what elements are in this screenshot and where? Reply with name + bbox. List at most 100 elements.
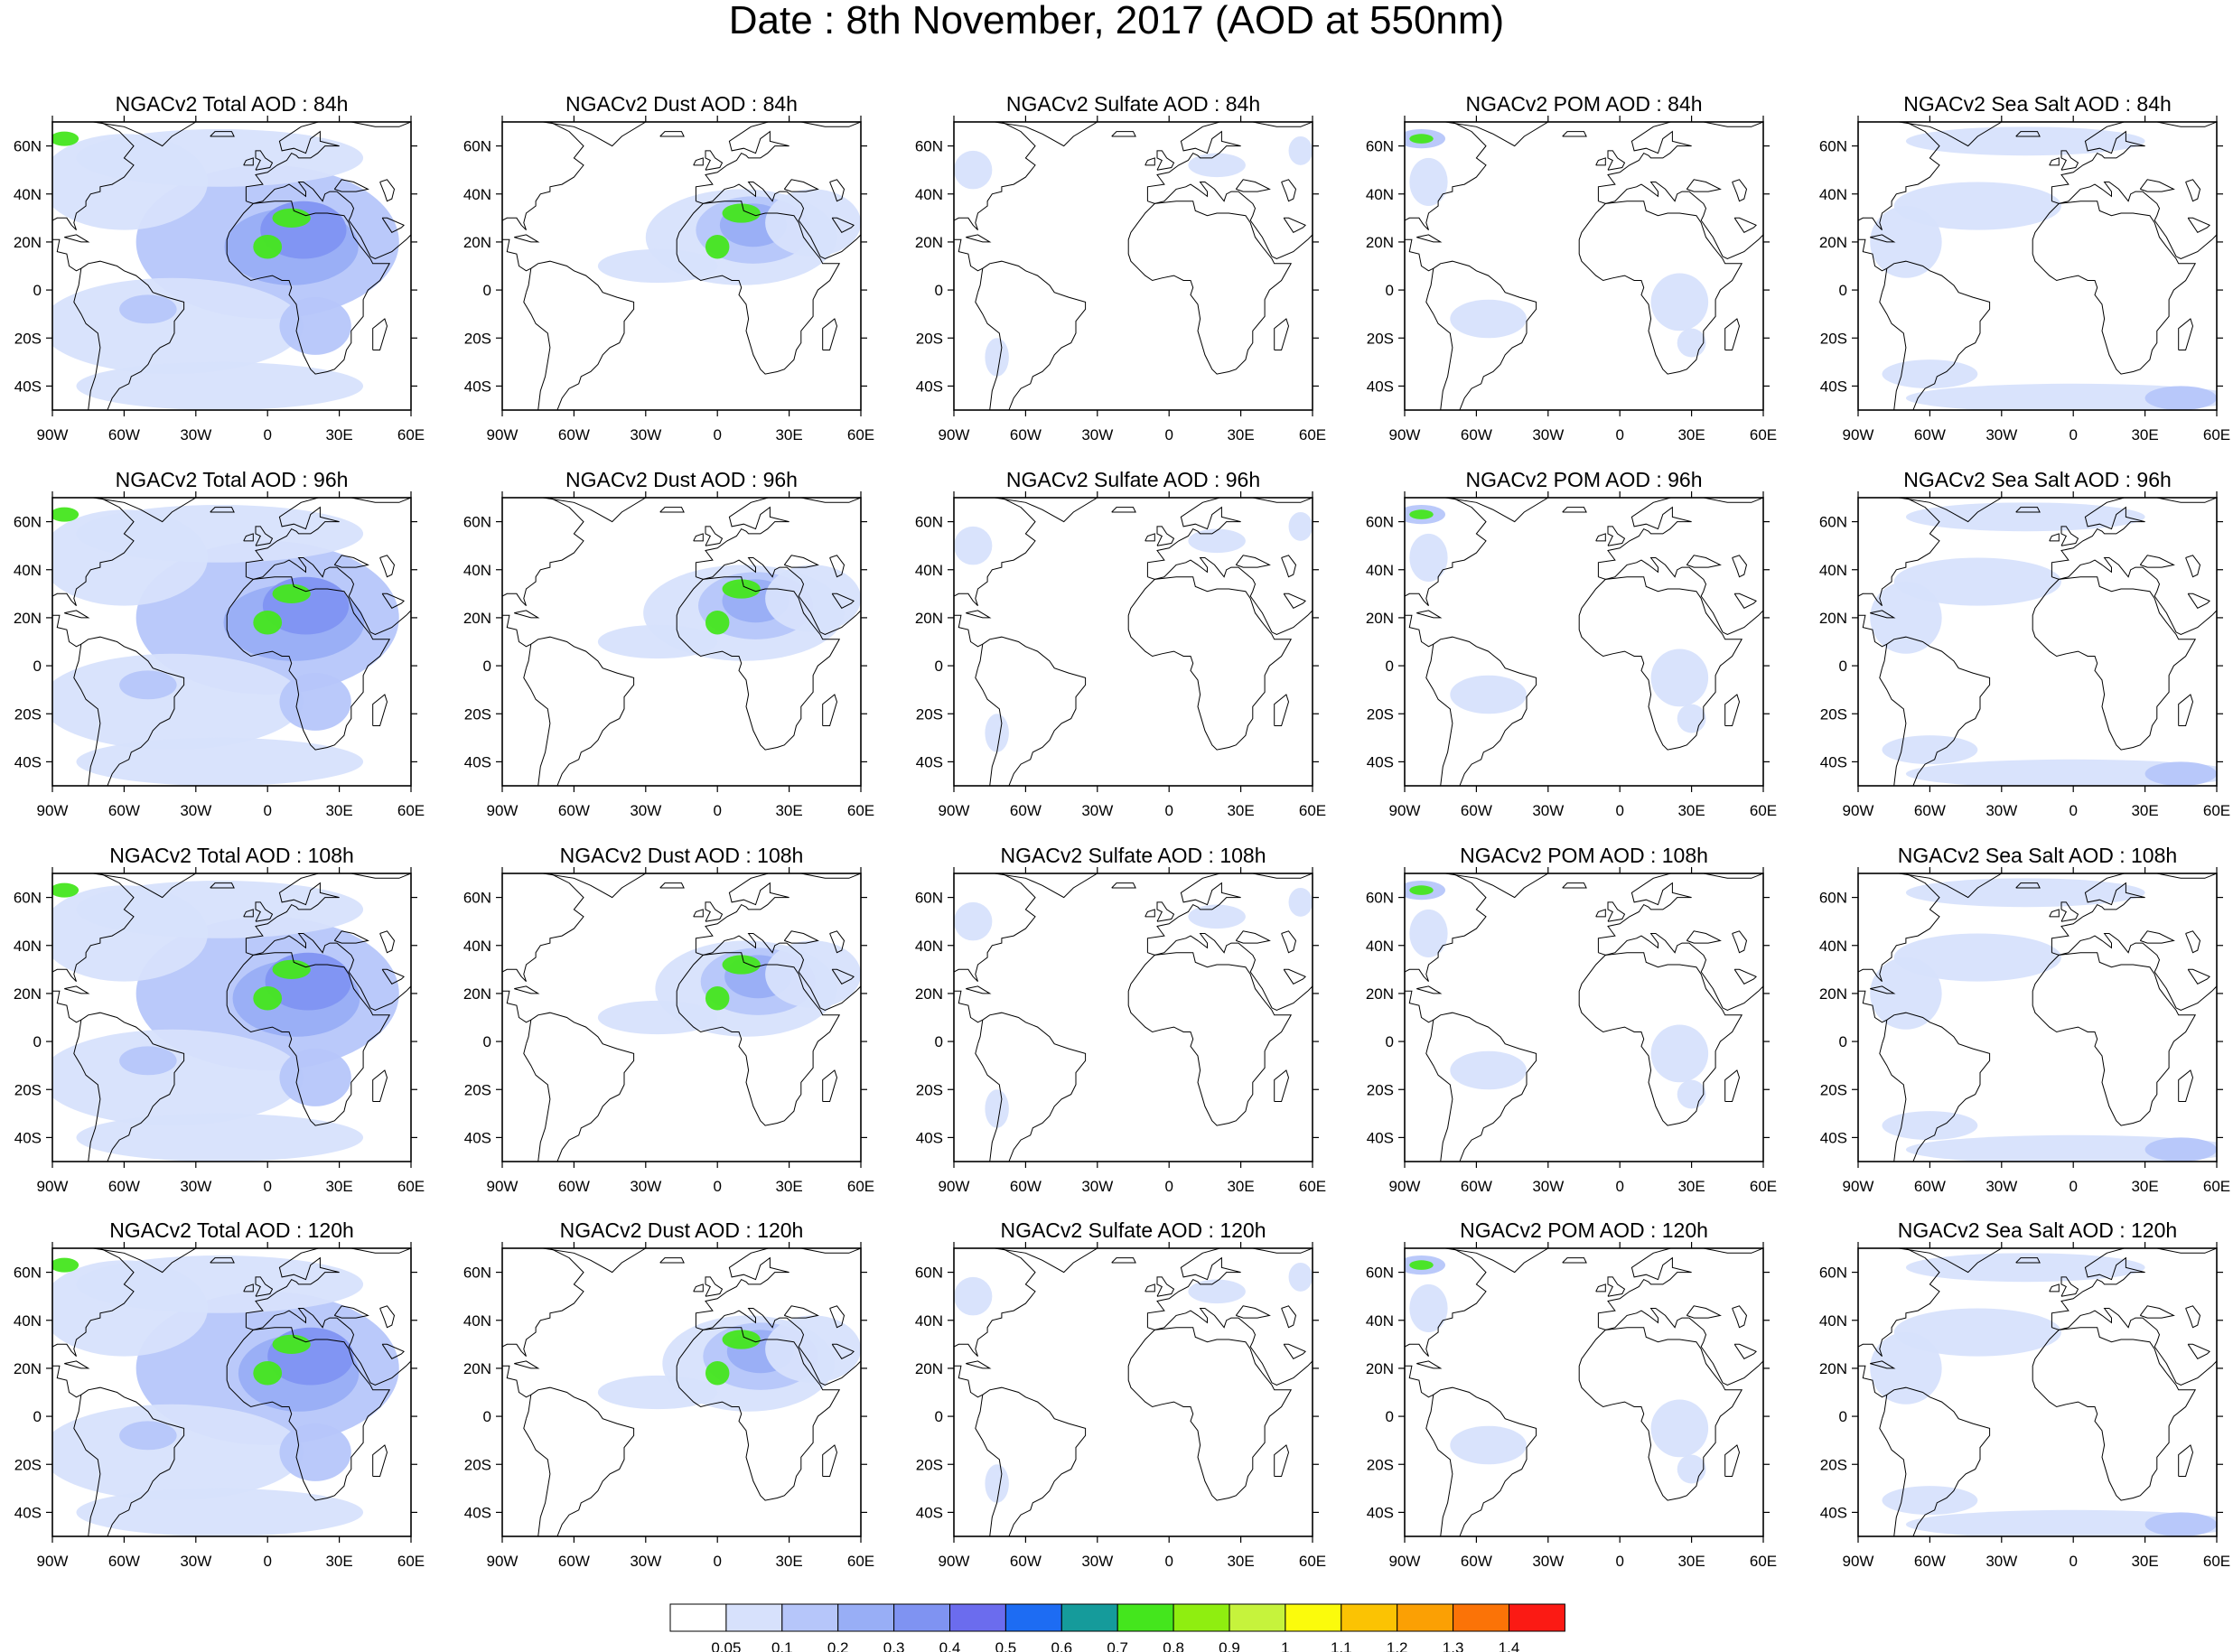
y-tick-label: 60N — [1366, 890, 1394, 907]
map-frame — [501, 497, 862, 787]
map-frame — [953, 1247, 1313, 1537]
coastline — [1405, 1365, 1434, 1398]
x-tick-label: 0 — [2069, 426, 2077, 443]
coastline — [1882, 268, 1888, 293]
coastline — [1283, 217, 1306, 233]
x-tick-label: 90W — [1843, 426, 1874, 443]
coastline — [255, 1276, 274, 1297]
aod-shading — [1650, 1399, 1709, 1458]
y-tick-label: 60N — [1819, 514, 1847, 531]
aod-shading — [76, 128, 364, 187]
x-tick-label: 30E — [2131, 802, 2158, 819]
coastline — [1274, 694, 1290, 726]
coastline — [514, 234, 540, 243]
coastline — [52, 614, 82, 648]
aod-shading — [76, 880, 364, 938]
y-tick-label: 20N — [1366, 234, 1394, 251]
y-tick-label: 60N — [14, 514, 42, 531]
coastline — [1428, 268, 1434, 293]
coastline — [381, 968, 405, 985]
aod-shading — [272, 583, 311, 603]
coastline — [1405, 614, 1434, 648]
aod-shading — [765, 940, 861, 1008]
aod-shading — [985, 714, 1009, 752]
y-tick-label: 40S — [464, 753, 491, 770]
y-tick-label: 40N — [14, 1312, 42, 1330]
coastline — [2015, 507, 2041, 513]
coastline — [526, 268, 532, 293]
y-tick-label: 0 — [935, 658, 943, 675]
aod-shading — [1870, 206, 1942, 278]
coastline — [994, 1248, 1098, 1274]
y-tick-label: 20N — [1819, 985, 1847, 1003]
coastline — [696, 557, 861, 636]
coastline — [1146, 1248, 1313, 1328]
coastline — [372, 1444, 388, 1477]
x-tick-label: 0 — [1615, 1553, 1623, 1570]
coastline — [245, 498, 411, 577]
aod-shading — [272, 1334, 311, 1354]
aod-shading — [76, 361, 364, 410]
coastline — [1111, 131, 1136, 137]
x-tick-label: 60W — [108, 1553, 140, 1570]
aod-shading — [1870, 582, 1942, 654]
coastline — [210, 882, 235, 889]
y-tick-label: 40S — [464, 1129, 491, 1146]
coastline — [381, 1343, 405, 1359]
x-tick-label: 60E — [397, 426, 425, 443]
y-tick-label: 20N — [915, 610, 943, 627]
x-tick-label: 30W — [630, 1553, 661, 1570]
y-tick-label: 60N — [915, 138, 943, 155]
coastline — [1578, 952, 1743, 1126]
panel-title: NGACv2 Sea Salt AOD : 120h — [1898, 1218, 2177, 1242]
coastline — [80, 260, 185, 410]
coastline — [243, 533, 254, 542]
map-frame — [501, 1247, 862, 1537]
coastline — [2178, 1069, 2194, 1102]
y-tick-label: 0 — [33, 282, 42, 299]
coastline — [693, 909, 704, 918]
aod-shading — [722, 1330, 761, 1349]
coastline — [1274, 1444, 1290, 1477]
coastline — [1283, 593, 1306, 609]
coastline — [1686, 1305, 1722, 1319]
aod-shading — [1409, 885, 1434, 895]
map-panel: NGACv2 Sea Salt AOD : 120h 90W 60W 30W 0 30E 6… — [1819, 1218, 2230, 1570]
x-tick-label: 30W — [1985, 426, 2017, 443]
aod-shading — [253, 234, 283, 259]
coastline — [994, 122, 1098, 147]
panel-title: NGACv2 POM AOD : 120h — [1460, 1218, 1708, 1242]
coastline — [1281, 1305, 1297, 1329]
coastline — [243, 1283, 254, 1293]
coastline — [1597, 122, 1763, 201]
coastline — [982, 260, 1087, 410]
coastline — [1607, 526, 1626, 546]
x-tick-label: 60E — [397, 1178, 425, 1195]
y-tick-label: 20S — [1820, 1456, 1847, 1473]
map-panel: NGACv2 Total AOD : 120h 90W 60W 30W 0 30E 60E 6… — [14, 1218, 425, 1570]
x-tick-label: 60W — [108, 1178, 140, 1195]
coastline — [1156, 526, 1175, 546]
y-tick-label: 0 — [483, 1033, 491, 1050]
aod-shading — [272, 959, 311, 979]
x-tick-label: 60E — [1299, 1178, 1326, 1195]
x-tick-label: 30W — [180, 426, 211, 443]
x-tick-label: 30E — [775, 802, 802, 819]
coastline — [2187, 593, 2210, 609]
x-tick-label: 60E — [397, 1553, 425, 1570]
coastline — [1405, 873, 1487, 982]
y-tick-label: 40N — [14, 562, 42, 579]
x-tick-label: 0 — [263, 802, 271, 819]
coastline — [2185, 179, 2201, 202]
coastline — [92, 1248, 197, 1274]
y-tick-label: 20S — [1820, 330, 1847, 347]
aod-shading — [1677, 328, 1706, 358]
x-tick-label: 60E — [1299, 802, 1326, 819]
map-panel: NGACv2 Sea Salt AOD : 108h 90W 60W 30W 0 30E 6… — [1819, 844, 2230, 1195]
y-tick-label: 40S — [1367, 378, 1394, 395]
y-tick-label: 20N — [1819, 610, 1847, 627]
coastline — [1433, 260, 1537, 410]
coastline — [73, 1418, 101, 1536]
coastline — [76, 644, 82, 668]
coastline — [255, 150, 274, 171]
